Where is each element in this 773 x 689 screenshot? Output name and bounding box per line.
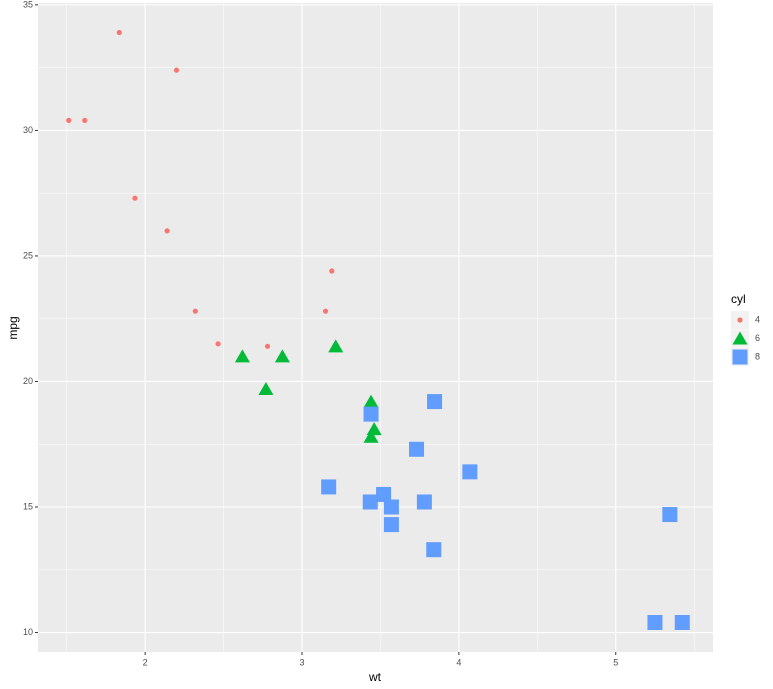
point [363,406,379,422]
point [66,117,72,123]
legend-symbol [732,349,748,365]
point [328,339,344,353]
legend-symbol [732,331,748,345]
point [82,117,88,123]
legend-label: 8 [755,351,760,361]
y-tick-label: 35 [23,0,33,9]
point [234,349,250,363]
point [383,499,399,515]
point [192,308,198,314]
legend-title: cyl [731,292,746,306]
point [426,542,442,558]
point [662,507,678,523]
x-tick-label: 3 [299,657,304,667]
y-axis-label: mpg [6,316,20,339]
point [383,517,399,533]
y-tick-label: 15 [23,501,33,511]
point [362,494,378,510]
point [322,308,329,314]
legend-label: 6 [755,333,760,343]
point [647,615,663,630]
points [66,29,690,630]
point [674,615,690,630]
point [363,394,379,408]
point [116,29,122,36]
point [462,464,478,480]
point [215,341,221,347]
point [264,343,271,349]
point [363,429,379,443]
point [258,382,274,396]
point [427,394,443,410]
y-tick-label: 25 [23,250,33,260]
x-tick-label: 4 [456,657,461,667]
x-axis-label: wt [368,670,382,684]
point [409,441,425,457]
grid [38,3,713,652]
panel [38,3,713,652]
point [376,486,392,502]
y-tick-label: 20 [23,376,33,386]
point [321,479,337,495]
x-tick-label: 2 [143,657,148,667]
point [329,268,335,274]
y-tick-label: 10 [23,627,33,637]
point [274,349,290,363]
point [416,494,432,510]
point [173,67,180,73]
y-tick-label: 30 [23,125,33,135]
x-tick-label: 5 [613,657,618,667]
point [164,228,170,234]
legend-label: 4 [755,314,760,324]
point [132,195,138,201]
legend-symbol [737,317,743,323]
